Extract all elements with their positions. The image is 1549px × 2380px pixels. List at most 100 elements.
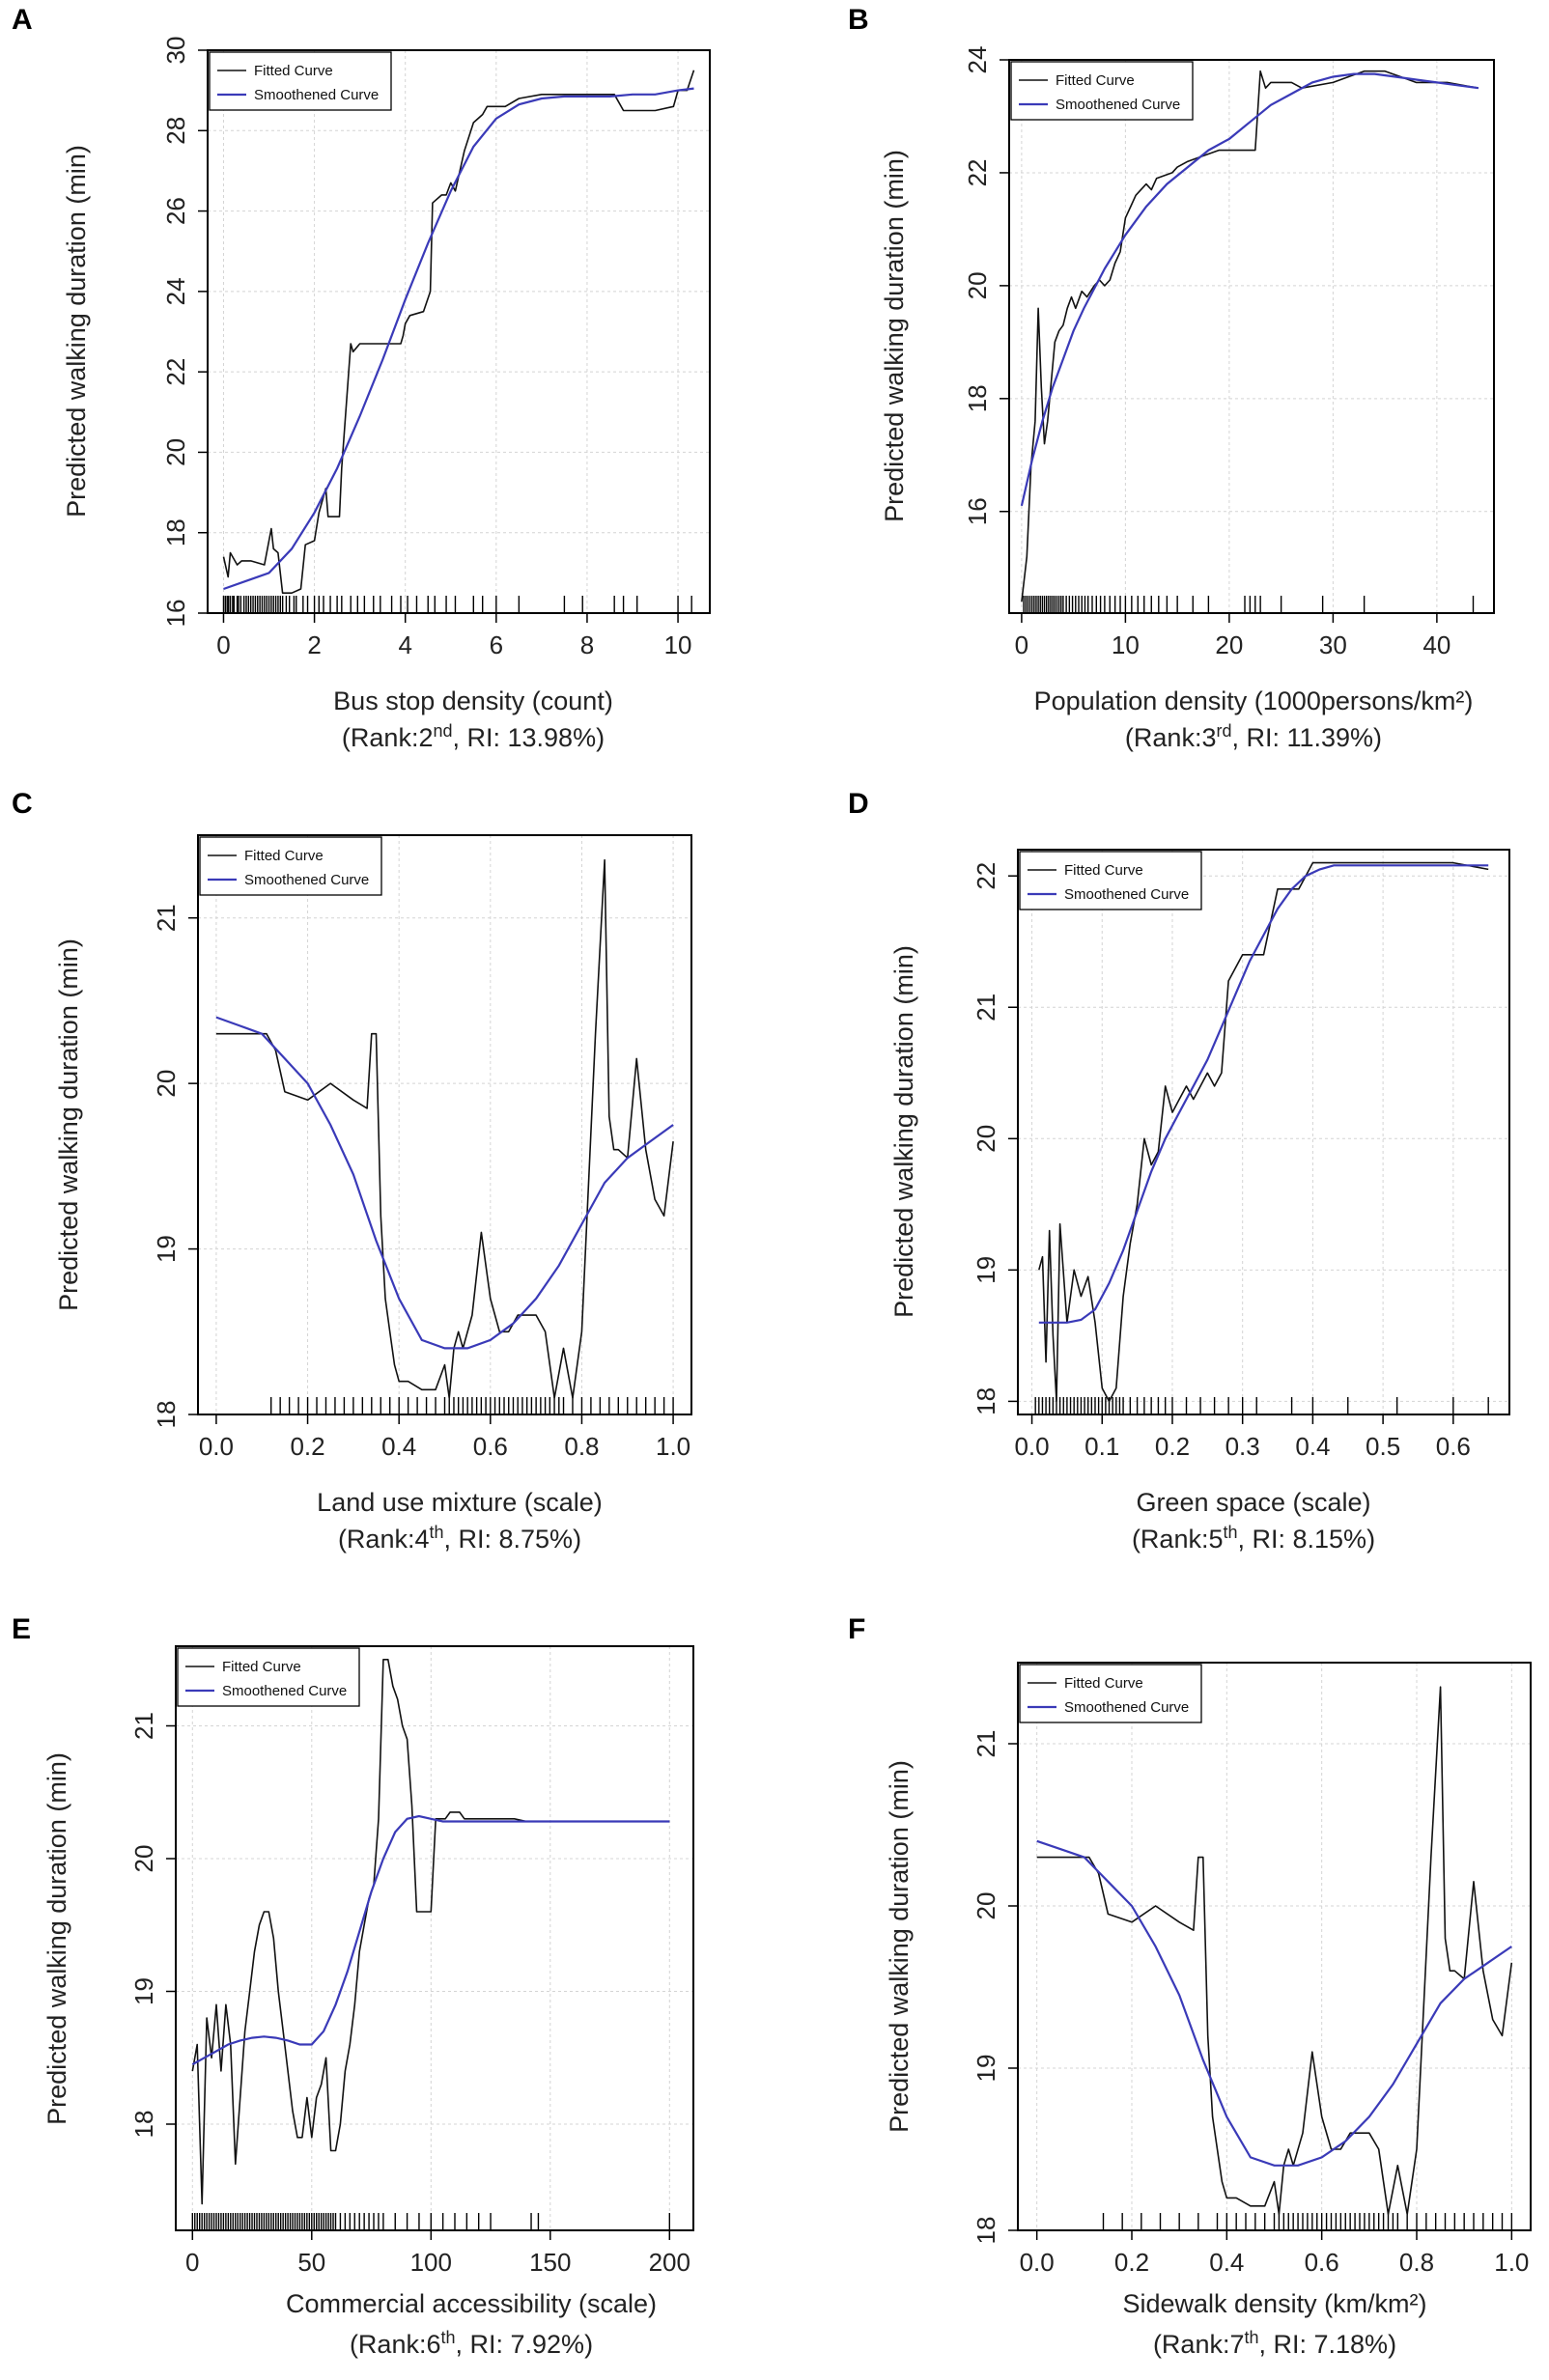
- y-tick-label: 24: [161, 277, 190, 305]
- rank-suffix: , RI: 7.18%): [1259, 2330, 1397, 2359]
- x-tick-label: 10: [1112, 630, 1140, 659]
- y-axis-title: Predicted walking duration (min): [889, 945, 918, 1318]
- x-axis-title: Sidewalk density (km/km²): [1122, 2289, 1426, 2318]
- legend: Fitted Curve Smoothened Curve: [177, 1647, 360, 1707]
- legend-fitted-label: Fitted Curve: [244, 848, 324, 864]
- x-tick-label: 0.4: [1295, 1432, 1330, 1461]
- y-tick-label: 19: [972, 2055, 1000, 2083]
- panel-letter: E: [12, 1613, 31, 1645]
- legend: Fitted Curve Smoothened Curve: [199, 836, 382, 896]
- legend-fitted-label: Fitted Curve: [1064, 862, 1143, 879]
- fitted-curve-line: [1038, 861, 1489, 1403]
- rank-superscript: th: [1223, 1523, 1237, 1542]
- y-tick-label: 20: [972, 1125, 1000, 1153]
- smoothened-curve-line: [191, 1814, 670, 2066]
- y-tick-label: 16: [963, 497, 992, 525]
- smoothened-curve-line: [223, 87, 694, 591]
- x-axis-title: Commercial accessibility (scale): [286, 2289, 657, 2318]
- x-axis-title: Green space (scale): [1136, 1488, 1370, 1517]
- y-tick-label: 18: [152, 1401, 181, 1429]
- y-tick-label: 16: [161, 600, 190, 628]
- y-tick-label: 20: [152, 1070, 181, 1098]
- y-tick-label: 21: [152, 904, 181, 932]
- legend: Fitted Curve Smoothened Curve: [1010, 61, 1194, 121]
- y-tick-label: 20: [963, 271, 992, 299]
- x-tick-label: 20: [1215, 630, 1243, 659]
- rank-prefix: (Rank:2: [342, 723, 434, 752]
- plot-frame: [207, 49, 711, 614]
- y-axis-title: Predicted walking duration (min): [62, 145, 91, 518]
- x-tick-label: 30: [1319, 630, 1347, 659]
- x-tick-label: 10: [664, 630, 692, 659]
- legend-box: [199, 836, 382, 896]
- rank-suffix: , RI: 8.15%): [1238, 1525, 1376, 1554]
- x-tick-label: 200: [649, 2248, 690, 2277]
- y-axis-title: Predicted walking duration (min): [885, 1760, 914, 2133]
- smoothened-curve-line: [1036, 1839, 1512, 2167]
- x-tick-label: 6: [490, 630, 503, 659]
- legend: Fitted Curve Smoothened Curve: [1019, 851, 1202, 910]
- y-tick-label: 21: [972, 994, 1000, 1022]
- legend-box: [1010, 61, 1194, 121]
- y-tick-label: 26: [161, 197, 190, 225]
- panel-letter: F: [848, 1613, 865, 1645]
- panel-f: F 0.0 0.2 0.4 0.6 0.8 1.0 18 19 20 21 Predicted wal…: [848, 1613, 1532, 2359]
- y-tick-label: 30: [161, 37, 190, 65]
- x-tick-label: 0.4: [1209, 2248, 1244, 2277]
- panel-letter: D: [848, 788, 869, 820]
- smoothened-curve-line: [215, 1016, 674, 1350]
- rank-prefix: (Rank:6: [350, 2330, 441, 2359]
- rank-superscript: th: [440, 2328, 455, 2347]
- x-tick-label: 4: [398, 630, 411, 659]
- x-tick-label: 0.4: [381, 1432, 416, 1461]
- x-tick-label: 0.2: [1155, 1432, 1190, 1461]
- x-tick-label: 50: [297, 2248, 325, 2277]
- fitted-curve-line: [222, 70, 695, 595]
- y-tick-label: 28: [161, 117, 190, 145]
- x-tick-label: 0.0: [1014, 1432, 1049, 1461]
- x-tick-label: 2: [307, 630, 321, 659]
- rank-annotation: (Rank:4th, RI: 8.75%): [338, 1523, 581, 1554]
- plot-frame: [175, 1645, 694, 2231]
- panel-letter: A: [12, 4, 33, 36]
- y-tick-label: 22: [963, 158, 992, 186]
- plot-frame: [1017, 849, 1510, 1415]
- x-tick-label: 0.0: [1020, 2248, 1055, 2277]
- legend-smooth-label: Smoothened Curve: [222, 1683, 347, 1699]
- x-tick-label: 0.6: [473, 1432, 508, 1461]
- rank-annotation: (Rank:5th, RI: 8.15%): [1132, 1523, 1375, 1554]
- y-tick-label: 20: [161, 438, 190, 466]
- legend-smooth-label: Smoothened Curve: [1064, 1699, 1189, 1716]
- x-tick-label: 100: [410, 2248, 452, 2277]
- y-tick-label: 19: [129, 1977, 158, 2005]
- rank-superscript: nd: [433, 721, 452, 741]
- panel-letter: B: [848, 4, 869, 36]
- plot-frame: [1017, 1662, 1532, 2231]
- legend-box: [177, 1647, 360, 1707]
- rank-prefix: (Rank:4: [338, 1525, 430, 1554]
- rank-suffix: , RI: 8.75%): [444, 1525, 582, 1554]
- legend-smooth-label: Smoothened Curve: [244, 872, 369, 888]
- panel-c: C 0.0 0.2 0.4 0.6 0.8 1.0 18 19 20 21 Predicted wal…: [12, 788, 692, 1554]
- y-tick-label: 21: [129, 1712, 158, 1740]
- rank-prefix: (Rank:7: [1153, 2330, 1245, 2359]
- x-tick-label: 0: [185, 2248, 199, 2277]
- rank-annotation: (Rank:7th, RI: 7.18%): [1153, 2328, 1396, 2359]
- x-tick-label: 150: [529, 2248, 571, 2277]
- fitted-curve-line: [1021, 70, 1479, 602]
- x-tick-label: 0.8: [564, 1432, 599, 1461]
- legend-box: [1019, 1664, 1202, 1723]
- panel-e: E 0 50 100 150 200 18 19 20 21 Predicted walking d…: [12, 1613, 694, 2359]
- rank-superscript: th: [429, 1523, 443, 1542]
- x-tick-label: 0.1: [1084, 1432, 1119, 1461]
- x-axis-title: Land use mixture (scale): [317, 1488, 603, 1517]
- y-axis-title: Predicted walking duration (min): [54, 938, 83, 1311]
- x-axis-title: Population density (1000persons/km²): [1034, 686, 1474, 715]
- rank-annotation: (Rank:3rd, RI: 11.39%): [1125, 721, 1382, 752]
- y-tick-label: 18: [129, 2111, 158, 2139]
- x-tick-label: 0.6: [1436, 1432, 1471, 1461]
- legend-fitted-label: Fitted Curve: [254, 63, 333, 79]
- legend-fitted-label: Fitted Curve: [222, 1659, 301, 1675]
